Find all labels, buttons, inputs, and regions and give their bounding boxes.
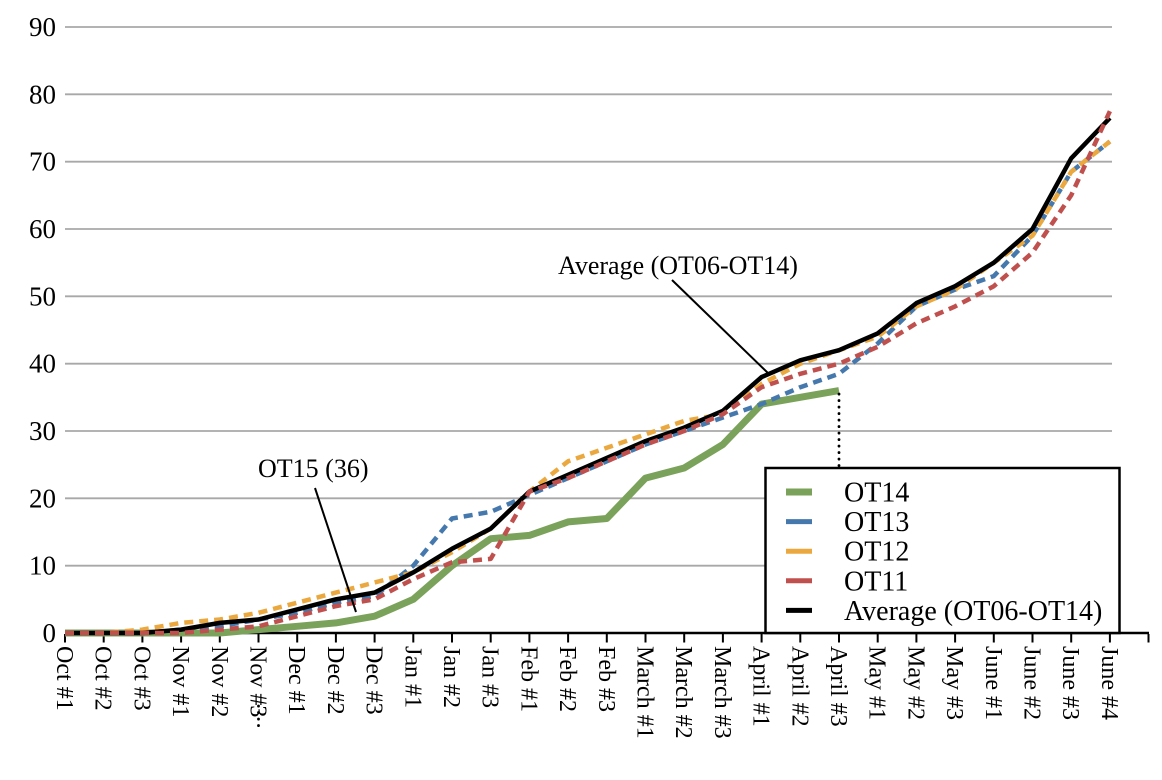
legend-item: OT12 xyxy=(786,537,909,568)
x-axis-label: Dec #3 xyxy=(361,646,387,715)
x-axis-label: June #1 xyxy=(980,646,1006,720)
x-axis-label: May #2 xyxy=(902,646,928,720)
x-axis-label: Jan #2 xyxy=(438,646,464,708)
y-axis-label: 0 xyxy=(43,618,57,648)
legend-label: OT14 xyxy=(844,478,909,509)
x-axis-label: April #2 xyxy=(786,646,812,727)
legend-box xyxy=(764,466,1121,635)
legend-label: OT13 xyxy=(844,507,909,538)
x-axis-label: Jan #1 xyxy=(399,646,425,708)
legend-item: Average (OT06-OT14) xyxy=(786,596,1102,627)
x-axis-label: Nov #1 xyxy=(167,646,193,717)
y-axis-label: 30 xyxy=(29,416,56,446)
x-axis-label: Dec #2 xyxy=(322,646,348,715)
x-axis-label: Oct #3 xyxy=(128,646,154,711)
x-axis-label: June #3 xyxy=(1057,646,1083,720)
average-callout-line xyxy=(671,279,771,376)
x-axis-label: Jan #3 xyxy=(477,646,503,708)
x-axis-label: May #3 xyxy=(941,646,967,720)
legend-item: OT13 xyxy=(786,507,909,538)
x-axis-label: Dec #1 xyxy=(283,646,309,715)
series-line-average-ot06-ot14- xyxy=(65,116,1112,636)
ot15-callout-text: OT15 (36) xyxy=(258,454,368,483)
x-axis-label: March #3 xyxy=(709,646,735,739)
y-axis-label: 20 xyxy=(29,483,56,513)
x-axis-label: Oct #2 xyxy=(90,646,116,711)
x-axis-label: April #3 xyxy=(825,646,851,727)
series-line-ot11 xyxy=(65,110,1112,636)
x-axis-label: March #1 xyxy=(632,646,658,739)
x-axis-label: March #2 xyxy=(670,646,696,739)
legend-item: OT11 xyxy=(786,566,908,597)
series-line-ot12 xyxy=(65,139,1112,636)
y-axis-label: 50 xyxy=(29,281,56,311)
x-axis-label: June #4 xyxy=(1096,646,1122,720)
average-callout-text: Average (OT06-OT14) xyxy=(558,251,798,280)
x-axis-label: Feb #2 xyxy=(554,646,580,712)
legend-item: OT14 xyxy=(786,478,909,509)
legend-label: Average (OT06-OT14) xyxy=(844,596,1102,627)
x-axis-label: Oct #1 xyxy=(51,646,77,711)
legend-label: OT12 xyxy=(844,537,909,568)
x-axis-label: April #1 xyxy=(748,646,774,727)
x-axis-label: Nov #2 xyxy=(206,646,232,717)
y-axis-label: 40 xyxy=(29,349,56,379)
x-axis-label: June #2 xyxy=(1019,646,1045,720)
legend-label: OT11 xyxy=(844,566,908,597)
y-axis-label: 80 xyxy=(29,79,56,109)
y-axis-label: 70 xyxy=(29,147,56,177)
y-axis-label: 60 xyxy=(29,214,56,244)
x-axis-label: Feb #1 xyxy=(515,646,541,712)
x-axis-label: Feb #3 xyxy=(593,646,619,712)
series-line-ot14 xyxy=(65,387,840,637)
x-axis-label: May #1 xyxy=(864,646,890,720)
y-axis-label: 10 xyxy=(29,551,56,581)
y-axis-label: 90 xyxy=(29,12,56,42)
ot15-callout-line xyxy=(314,487,357,613)
